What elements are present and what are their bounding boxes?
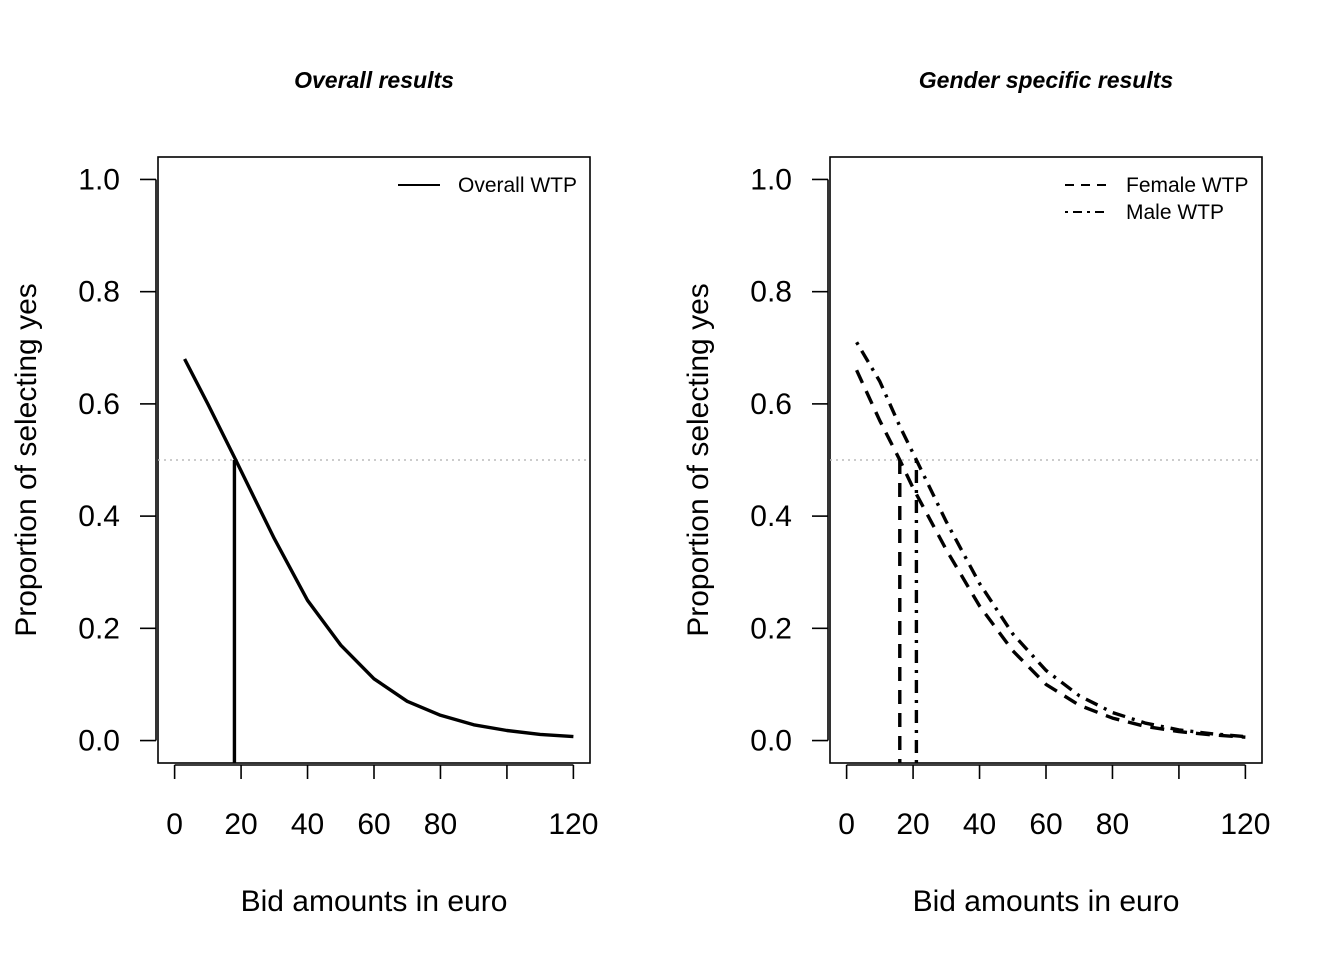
x-tick-label: 60 xyxy=(1029,808,1062,841)
y-tick-label: 0.6 xyxy=(750,388,792,421)
legend: Female WTP Male WTP xyxy=(1065,174,1249,224)
legend: Overall WTP xyxy=(398,174,577,197)
series-line-male-wtp xyxy=(855,341,1246,739)
y-tick-label: 0.0 xyxy=(78,725,120,758)
y-axis-label: Proportion of selecting yes xyxy=(682,283,715,637)
x-tick-label: 20 xyxy=(896,808,929,841)
x-tick-label: 40 xyxy=(963,808,996,841)
x-tick-label: 40 xyxy=(291,808,324,841)
x-tick-label: 20 xyxy=(224,808,257,841)
y-tick-label: 0.2 xyxy=(78,612,120,645)
x-tick-label: 0 xyxy=(166,808,183,841)
panel-gender: Gender specific results 0 20 40 60 80 120 Bid a… xyxy=(682,67,1270,918)
x-axis: 0 20 40 60 80 120 xyxy=(838,764,1270,841)
series-line-overall-wtp xyxy=(183,358,574,739)
y-tick-label: 1.0 xyxy=(78,163,120,196)
x-tick-label: 0 xyxy=(838,808,855,841)
x-tick-label: 60 xyxy=(357,808,390,841)
legend-label: Male WTP xyxy=(1126,201,1224,224)
y-axis-label: Proportion of selecting yes xyxy=(10,283,43,637)
y-tick-label: 0.2 xyxy=(750,612,792,645)
y-tick-label: 0.4 xyxy=(78,500,120,533)
y-tick-label: 0.8 xyxy=(750,276,792,309)
legend-label: Overall WTP xyxy=(458,174,577,197)
x-axis-label: Bid amounts in euro xyxy=(913,885,1180,918)
x-tick-label: 80 xyxy=(1096,808,1129,841)
series-line-female-wtp xyxy=(855,369,1246,739)
chart-title: Overall results xyxy=(294,67,454,93)
y-tick-label: 1.0 xyxy=(750,163,792,196)
y-tick-label: 0.4 xyxy=(750,500,792,533)
y-tick-label: 0.0 xyxy=(750,725,792,758)
panel-overall: Overall results 0 20 40 60 80 120 Bid amounts i… xyxy=(10,67,598,918)
y-tick-label: 0.8 xyxy=(78,276,120,309)
x-tick-label: 120 xyxy=(1220,808,1270,841)
y-axis: 0.0 0.2 0.4 0.6 0.8 1.0 xyxy=(78,163,157,758)
x-axis-label: Bid amounts in euro xyxy=(241,885,508,918)
chart-title: Gender specific results xyxy=(919,67,1173,93)
legend-label: Female WTP xyxy=(1126,174,1249,197)
y-axis: 0.0 0.2 0.4 0.6 0.8 1.0 xyxy=(750,163,829,758)
x-tick-label: 80 xyxy=(424,808,457,841)
x-axis: 0 20 40 60 80 120 xyxy=(166,764,598,841)
x-tick-label: 120 xyxy=(548,808,598,841)
y-tick-label: 0.6 xyxy=(78,388,120,421)
